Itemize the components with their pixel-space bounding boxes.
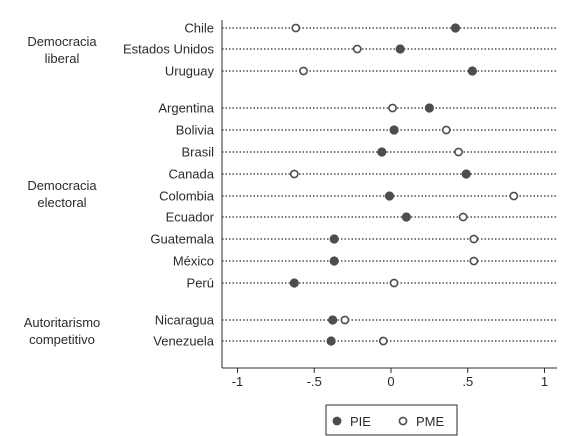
- country-row: Bolivia: [176, 123, 557, 138]
- country-row: México: [173, 254, 557, 269]
- pme-point: [289, 169, 299, 179]
- pie-point: [326, 336, 336, 346]
- x-axis: -1 -.5 0 .5 1: [221, 20, 557, 389]
- pme-point: [441, 125, 451, 135]
- country-row: Nicaragua: [155, 313, 557, 328]
- pme-point: [378, 336, 388, 346]
- pme-point: [352, 44, 362, 54]
- country-label: Ecuador: [166, 210, 215, 225]
- pie-point: [384, 191, 395, 201]
- country-label: Estados Unidos: [123, 42, 215, 57]
- country-row: Argentina: [158, 101, 557, 116]
- pme-point: [454, 147, 463, 157]
- country-row: Guatemala: [150, 232, 557, 247]
- legend-pie-label: PIE: [350, 414, 371, 429]
- pme-point: [340, 315, 350, 325]
- pie-point: [289, 278, 299, 288]
- x-tick-label: .5: [462, 374, 473, 389]
- country-label: Canada: [168, 167, 214, 182]
- group-label: electoral: [37, 195, 86, 210]
- pme-point: [509, 191, 519, 201]
- legend: PIE PME: [325, 404, 458, 436]
- pie-point: [389, 125, 399, 135]
- pme-point: [299, 66, 308, 76]
- legend-pme-label: PME: [416, 414, 445, 429]
- country-label: Argentina: [158, 101, 214, 116]
- group-label: Autoritarismo: [24, 315, 101, 330]
- pme-point: [458, 212, 468, 222]
- group-labels-layer: Democracia liberal Democracia electoral Auto…: [24, 34, 101, 347]
- pie-point: [450, 23, 461, 33]
- pie-point: [461, 169, 471, 179]
- country-label: Guatemala: [150, 232, 214, 247]
- group-label: Democracia: [27, 34, 97, 49]
- pme-point: [389, 278, 399, 288]
- country-label: Nicaragua: [155, 313, 215, 328]
- group-label: liberal: [45, 51, 80, 66]
- x-tick-label: -.5: [307, 374, 322, 389]
- pme-point: [469, 256, 479, 266]
- pie-point: [424, 103, 434, 113]
- country-label: Chile: [184, 21, 214, 36]
- x-tick-label: 1: [541, 374, 548, 389]
- group-label: competitivo: [29, 332, 95, 347]
- country-row: Perú: [187, 276, 557, 291]
- country-row: Uruguay: [165, 64, 557, 79]
- country-label: México: [173, 254, 214, 269]
- pme-point: [388, 103, 397, 113]
- x-tick-label: 0: [387, 374, 394, 389]
- country-row: Canada: [168, 167, 557, 182]
- country-row: Chile: [184, 21, 557, 36]
- legend-box: [325, 404, 458, 436]
- pme-point: [469, 234, 479, 244]
- pie-point: [329, 234, 339, 244]
- pie-point: [395, 44, 405, 54]
- group-label: Democracia: [27, 178, 97, 193]
- pie-point: [377, 147, 387, 157]
- pie-point: [329, 256, 339, 266]
- legend-pme-marker: [398, 416, 408, 426]
- legend-pie-marker: [332, 416, 342, 426]
- pme-point: [291, 23, 301, 33]
- country-row: Ecuador: [166, 210, 557, 225]
- pie-point: [401, 212, 411, 222]
- pie-point: [328, 315, 338, 325]
- country-label: Perú: [187, 276, 214, 291]
- x-tick-label: -1: [232, 374, 244, 389]
- country-label: Colombia: [159, 189, 215, 204]
- country-label: Uruguay: [165, 64, 215, 79]
- country-label: Venezuela: [153, 334, 214, 349]
- rows-layer: Chile Estados Unidos Uruguay Argentina Boliv…: [123, 21, 557, 349]
- pie-point: [467, 66, 477, 76]
- country-label: Bolivia: [176, 123, 215, 138]
- country-row: Brasil: [181, 145, 557, 160]
- country-row: Estados Unidos: [123, 42, 557, 57]
- country-row: Colombia: [159, 189, 557, 204]
- country-label: Brasil: [181, 145, 214, 160]
- country-row: Venezuela: [153, 334, 557, 349]
